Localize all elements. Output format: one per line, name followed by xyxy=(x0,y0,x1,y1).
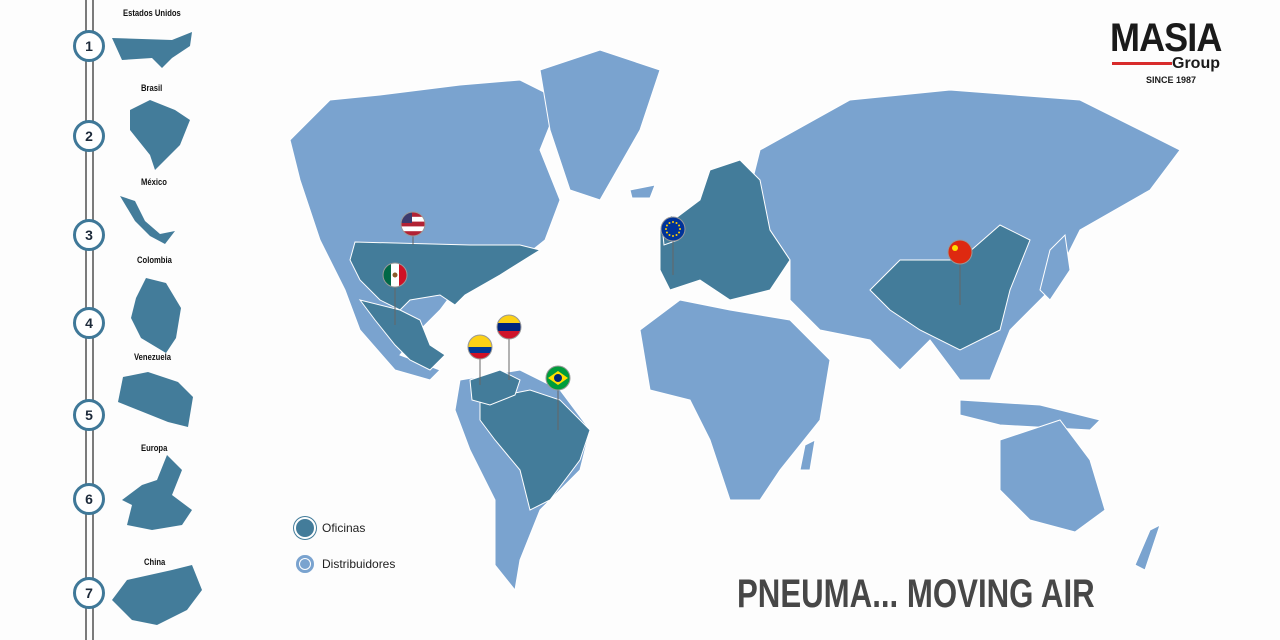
colombia-flag-icon xyxy=(468,335,492,359)
timeline-country-shape xyxy=(130,100,190,170)
usa-flag-icon xyxy=(401,212,425,236)
colombia-venezuela xyxy=(469,369,521,406)
venezuela-flag-pin[interactable] xyxy=(496,314,522,380)
china-flag-pin[interactable] xyxy=(947,239,973,305)
distributors-swatch xyxy=(296,555,314,573)
usa xyxy=(349,241,542,311)
timeline-step-3: 3 xyxy=(73,219,105,251)
timeline-country-shape xyxy=(122,455,192,530)
legend-distributors-label: Distribuidores xyxy=(322,557,396,571)
brazil xyxy=(479,389,591,511)
timeline-label: Colombia xyxy=(136,255,172,265)
timeline-label: Venezuela xyxy=(134,352,172,362)
timeline-country-shape xyxy=(112,565,202,625)
greenland xyxy=(539,49,661,201)
timeline-step-5: 5 xyxy=(73,399,105,431)
indonesia xyxy=(959,399,1101,431)
timeline-country-shape xyxy=(118,372,193,427)
legend-offices-label: Oficinas xyxy=(322,521,366,535)
iceland xyxy=(629,184,656,199)
asia xyxy=(749,89,1181,381)
slogan: PNEUMA... MOVING AIR xyxy=(737,572,1095,616)
timeline-country-shape xyxy=(120,196,175,244)
japan xyxy=(1039,233,1071,301)
australia xyxy=(999,419,1106,533)
brazil-flag-icon xyxy=(546,366,570,390)
europe xyxy=(659,159,791,301)
mexico-flag-icon xyxy=(383,263,407,287)
timeline-country-shape xyxy=(112,32,192,68)
logo-group: Group xyxy=(1172,55,1220,72)
venezuela-flag-icon xyxy=(497,315,521,339)
legend-distributors: Distribuidores xyxy=(296,555,395,573)
timeline-label: Europa xyxy=(141,443,168,453)
timeline-step-1: 1 xyxy=(73,30,105,62)
masia-logo: MASIA Group SINCE 1987 xyxy=(1110,16,1250,85)
timeline-step-6: 6 xyxy=(73,483,105,515)
logo-name: MASIA xyxy=(1110,16,1222,60)
timeline-label: México xyxy=(141,177,168,187)
timeline-step-2: 2 xyxy=(73,120,105,152)
brazil-flag-pin[interactable] xyxy=(545,365,571,430)
china xyxy=(869,224,1031,351)
colombia-flag-pin[interactable] xyxy=(467,334,493,385)
eu-flag-icon xyxy=(661,217,685,241)
eu-flag-pin[interactable] xyxy=(660,216,686,275)
china-flag-icon xyxy=(948,240,972,264)
timeline-label: Estados Unidos xyxy=(122,8,181,18)
logo-since: SINCE 1987 xyxy=(1146,75,1197,85)
offices-swatch xyxy=(296,519,314,537)
usa-flag-pin[interactable] xyxy=(400,211,426,245)
legend-offices: Oficinas xyxy=(296,519,365,537)
logo-red-line xyxy=(1112,62,1172,65)
timeline-country-shape xyxy=(131,278,181,353)
timeline-label: China xyxy=(143,557,165,567)
mexico-flag-pin[interactable] xyxy=(382,262,408,325)
madagascar xyxy=(799,439,816,471)
timeline-step-4: 4 xyxy=(73,307,105,339)
new-zealand xyxy=(1134,524,1161,571)
mexico xyxy=(358,299,446,371)
timeline-label: Brasil xyxy=(141,83,163,93)
africa xyxy=(639,299,831,501)
timeline-step-7: 7 xyxy=(73,577,105,609)
